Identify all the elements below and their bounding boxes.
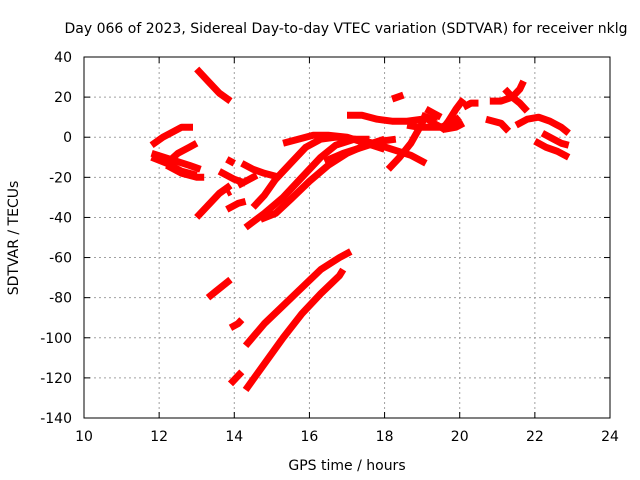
series-arc-32	[540, 130, 570, 149]
plot-frame	[83, 56, 611, 419]
series-arc-35	[227, 369, 245, 387]
chart-title: Day 066 of 2023, Sidereal Day-to-day VTE…	[65, 21, 628, 37]
series-arc-05	[165, 162, 205, 181]
series-arc-26	[461, 99, 479, 111]
y-tick-label: 20	[54, 90, 72, 106]
x-tick-label: 22	[526, 429, 544, 445]
y-tick-label: -40	[49, 210, 72, 226]
series-arc-34	[228, 317, 245, 331]
y-tick-label: -140	[40, 411, 72, 427]
y-tick-label: 40	[54, 50, 72, 66]
y-tick-label: 0	[63, 130, 72, 146]
x-tick-label: 14	[225, 429, 243, 445]
series-arc-06	[194, 66, 233, 104]
series-arc-08	[225, 156, 236, 167]
y-axis-label: SDTVAR / TECUs	[6, 181, 22, 296]
series-arc-13	[217, 168, 247, 187]
x-tick-label: 16	[301, 429, 319, 445]
y-tick-label: -80	[49, 291, 72, 307]
x-tick-label: 10	[75, 429, 93, 445]
x-tick-label: 18	[376, 429, 394, 445]
series-arc-37	[242, 267, 347, 392]
grid	[84, 57, 610, 418]
series-arc-07	[194, 182, 233, 220]
series-arc-01	[149, 123, 193, 149]
x-tick-label: 12	[150, 429, 168, 445]
series-arc-29	[485, 115, 512, 134]
series-arc-25	[424, 106, 443, 121]
y-tick-label: -20	[49, 170, 72, 186]
series-arc-11	[240, 160, 281, 181]
x-tick-label: 24	[601, 429, 619, 445]
x-axis-label: GPS time / hours	[288, 458, 405, 474]
series-arc-36	[242, 248, 353, 349]
series-arc-04	[164, 140, 199, 166]
series-arc-03	[150, 149, 202, 173]
series-layer	[149, 66, 571, 392]
series-arc-18	[323, 135, 397, 165]
series-arc-09	[225, 188, 233, 197]
series-arc-21	[390, 91, 405, 103]
series-arc-28	[502, 86, 530, 114]
x-tick-label: 20	[451, 429, 469, 445]
y-tick-label: -100	[40, 331, 72, 347]
series-arc-24	[438, 96, 467, 134]
series-arc-33	[205, 276, 233, 301]
tick-layer: 10 12 14 16 18 20 22 24 -140 -120 -100 -80 -60 -40 -20…	[40, 50, 619, 445]
series-arc-31	[533, 138, 571, 161]
y-tick-label: -120	[40, 371, 72, 387]
series-arc-30	[514, 113, 571, 136]
series-arc-10	[225, 198, 247, 213]
y-tick-label: -60	[49, 251, 72, 267]
